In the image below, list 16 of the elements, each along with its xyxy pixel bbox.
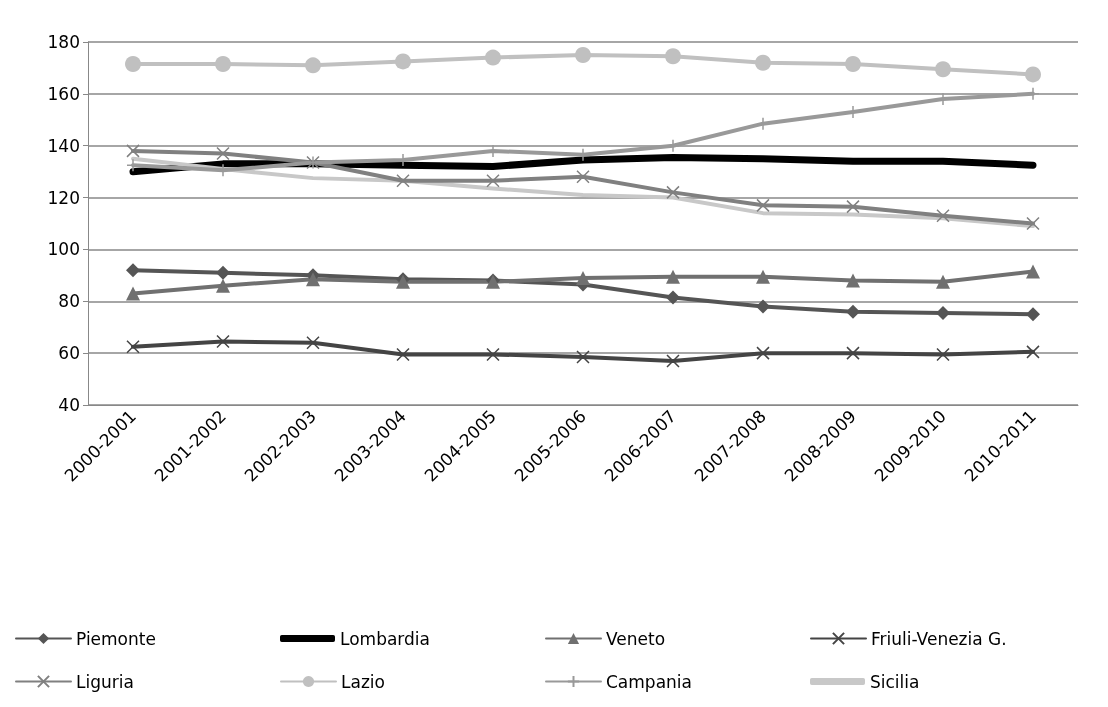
y-tick-label: 60 [58,343,80,364]
y-tick-label: 140 [47,135,80,156]
legend-label: Lombardia [340,628,430,649]
legend-label: Sicilia [870,671,920,692]
legend-label: Liguria [76,671,134,692]
legend-label: Lazio [341,671,385,692]
y-tick-label: 120 [47,187,80,208]
legend-label: Piemonte [76,628,156,649]
y-tick-label: 180 [47,32,80,52]
legend-label: Veneto [606,628,666,649]
y-tick-label: 80 [58,291,80,312]
legend-label: Friuli-Venezia G. [871,628,1007,649]
legend-label: Campania [606,671,692,692]
y-tick-label: 160 [47,83,80,104]
y-tick-label: 100 [47,239,80,260]
y-tick-label: 40 [58,395,80,415]
